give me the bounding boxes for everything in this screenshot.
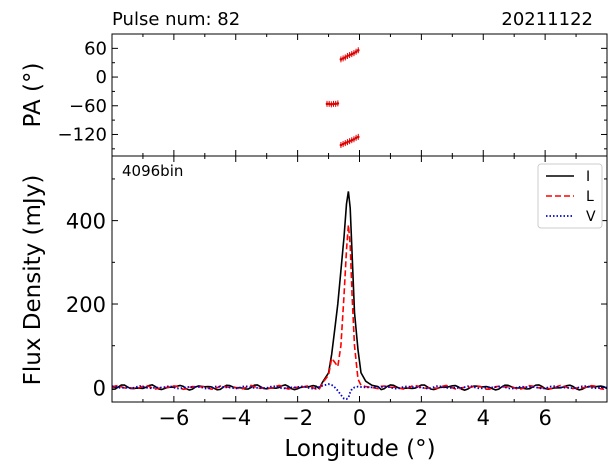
series-line-L xyxy=(111,224,608,391)
pa-y-tick-label: 60 xyxy=(84,38,107,59)
pa-point xyxy=(339,143,343,147)
legend-label-V: V xyxy=(586,209,596,225)
pa-point xyxy=(354,50,358,54)
plot-backgrounds xyxy=(112,34,607,402)
pa-point xyxy=(356,48,360,52)
axis-ticks xyxy=(112,33,607,402)
pa-point xyxy=(330,103,333,106)
pa-point xyxy=(346,140,349,144)
longitude-tick-label: −2 xyxy=(282,406,313,430)
flux-y-tick-label: 400 xyxy=(66,210,106,234)
flux-axis-label: Flux Density (mJy) xyxy=(20,175,46,386)
pa-y-tick-label: 0 xyxy=(96,67,107,88)
pa-point xyxy=(352,137,356,141)
flux-series-lines xyxy=(111,191,608,401)
pa-data-points xyxy=(325,47,360,148)
pa-point xyxy=(343,141,347,145)
longitude-tick-label: 4 xyxy=(477,406,490,430)
pa-point xyxy=(336,102,340,105)
longitude-tick-label: 6 xyxy=(538,406,551,430)
flux-y-tick-label: 200 xyxy=(66,293,106,317)
pa-axis-label: PA (°) xyxy=(20,63,46,128)
pa-point xyxy=(348,53,351,57)
longitude-tick-label: −4 xyxy=(220,406,251,430)
pa-point xyxy=(350,138,354,142)
pa-point xyxy=(350,52,354,56)
pa-point xyxy=(327,102,331,106)
series-line-V xyxy=(111,383,607,401)
pa-y-tick-label: −120 xyxy=(58,124,107,145)
pa-point xyxy=(341,142,345,146)
pulse-number-title: Pulse num: 82 xyxy=(112,9,240,30)
pa-point xyxy=(356,135,360,139)
flux-axes-frame xyxy=(111,155,608,403)
pa-point xyxy=(339,58,343,61)
longitude-tick-label: −6 xyxy=(158,406,189,430)
pa-plot-area xyxy=(112,34,607,156)
legend-label-L: L xyxy=(586,189,594,205)
pa-point xyxy=(341,57,345,60)
pa-point xyxy=(332,102,335,106)
pa-point xyxy=(325,102,329,106)
pa-point xyxy=(354,136,358,140)
legend: ILV xyxy=(537,163,603,229)
legend-label-I: I xyxy=(586,169,590,185)
longitude-tick-label: 0 xyxy=(353,406,366,430)
tick-labels: 60 0 −60 −120 0 200 400 −6 −4 −2 0 2 4 6 xyxy=(58,38,552,430)
date-title: 20211122 xyxy=(501,9,593,30)
pa-point xyxy=(343,56,347,59)
longitude-axis-label: Longitude (°) xyxy=(284,436,435,462)
pa-point xyxy=(346,54,349,58)
flux-y-tick-label: 0 xyxy=(93,376,106,400)
pa-point xyxy=(334,102,337,106)
longitude-tick-label: 2 xyxy=(415,406,428,430)
pa-point xyxy=(352,51,356,55)
pa-y-tick-label: −60 xyxy=(69,96,107,117)
series-line-I xyxy=(111,191,608,391)
bin-annotation: 4096bin xyxy=(122,162,183,180)
pa-point xyxy=(348,139,351,143)
